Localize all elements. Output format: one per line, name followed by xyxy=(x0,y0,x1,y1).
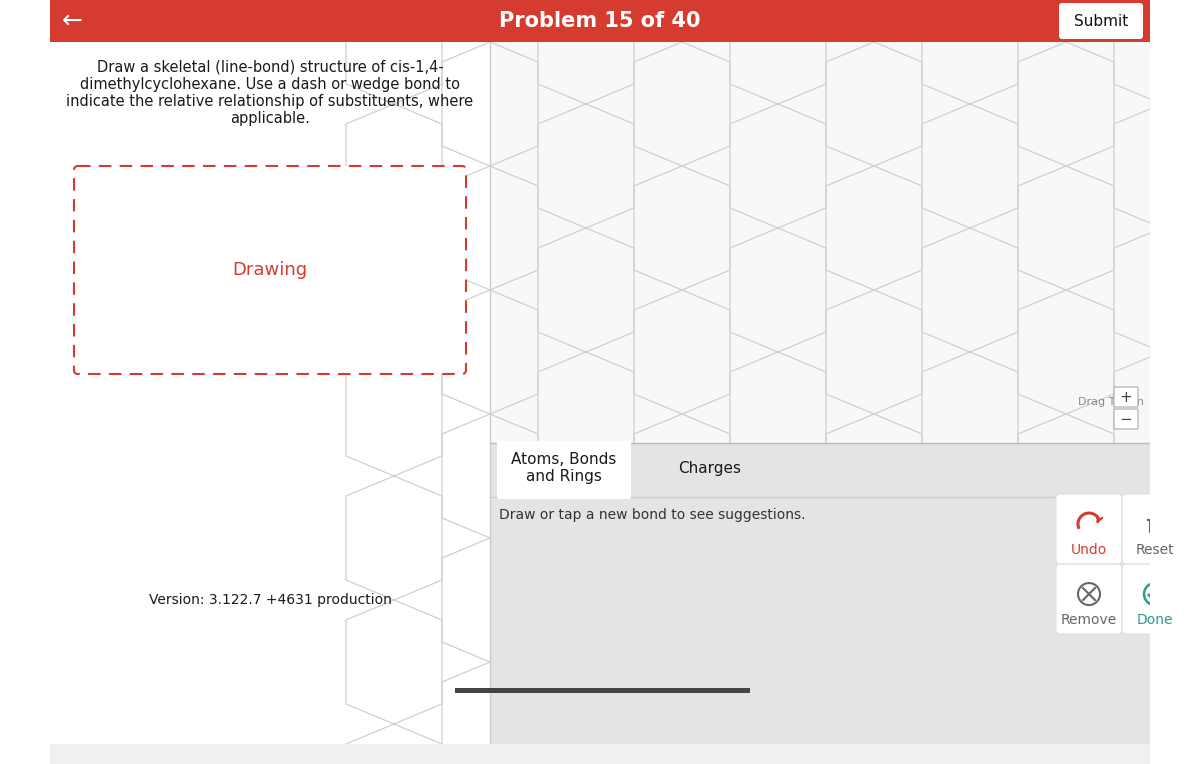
FancyBboxPatch shape xyxy=(1114,387,1138,407)
FancyBboxPatch shape xyxy=(1056,494,1122,564)
Bar xyxy=(490,42,1150,443)
Text: Atoms, Bonds
and Rings: Atoms, Bonds and Rings xyxy=(511,452,617,484)
Bar xyxy=(490,443,1150,764)
Text: Undo: Undo xyxy=(1070,543,1108,557)
Text: Remove: Remove xyxy=(1061,613,1117,627)
Bar xyxy=(50,744,1150,764)
Text: Version: 3.122.7 +4631 production: Version: 3.122.7 +4631 production xyxy=(149,593,391,607)
FancyBboxPatch shape xyxy=(1122,494,1188,564)
Text: Problem 15 of 40: Problem 15 of 40 xyxy=(499,11,701,31)
Text: Submit: Submit xyxy=(1074,14,1128,28)
Text: Draw a skeletal (line-bond) structure of cis-1,4-: Draw a skeletal (line-bond) structure of… xyxy=(97,60,443,75)
Text: Draw or tap a new bond to see suggestions.: Draw or tap a new bond to see suggestion… xyxy=(499,508,805,522)
Bar xyxy=(50,42,490,764)
FancyBboxPatch shape xyxy=(455,688,750,693)
FancyBboxPatch shape xyxy=(1122,564,1188,634)
Text: applicable.: applicable. xyxy=(230,111,310,126)
FancyBboxPatch shape xyxy=(497,441,631,499)
Text: ←: ← xyxy=(61,9,83,33)
FancyBboxPatch shape xyxy=(1056,564,1122,634)
Text: Drawing: Drawing xyxy=(233,261,307,279)
Text: Done: Done xyxy=(1136,613,1174,627)
Text: −: − xyxy=(1120,412,1133,426)
FancyBboxPatch shape xyxy=(74,166,466,374)
Text: Drag To Pan: Drag To Pan xyxy=(1078,397,1144,407)
Text: indicate the relative relationship of substituents, where: indicate the relative relationship of su… xyxy=(66,94,474,109)
Text: Charges: Charges xyxy=(678,461,742,475)
Text: +: + xyxy=(1120,390,1133,404)
FancyBboxPatch shape xyxy=(1060,3,1142,39)
Text: Reset: Reset xyxy=(1135,543,1175,557)
FancyBboxPatch shape xyxy=(1114,409,1138,429)
Bar xyxy=(50,0,1150,42)
Text: dimethylcyclohexane. Use a dash or wedge bond to: dimethylcyclohexane. Use a dash or wedge… xyxy=(80,77,460,92)
